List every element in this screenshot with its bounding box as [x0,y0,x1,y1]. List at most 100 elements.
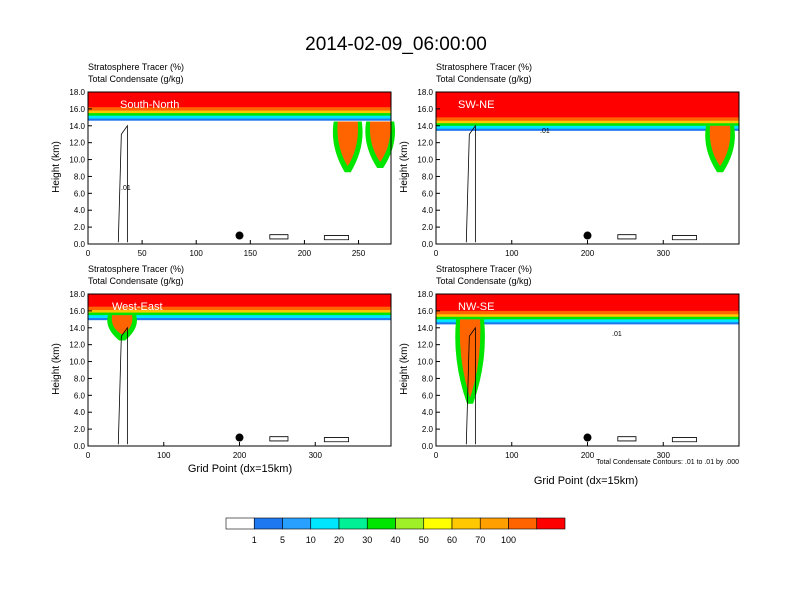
x-tick-label: 50 [138,249,147,258]
tracer-band [436,92,739,118]
colorbar-label: 10 [306,535,316,545]
location-marker [235,231,244,240]
contour-footnote: Total Condensate Contours: .01 to .01 by… [596,459,739,466]
section-label: South-North [120,99,179,111]
section-label: NW-SE [458,301,494,313]
colorbar-swatch [253,517,283,530]
x-tick-label: 300 [309,451,323,460]
y-tick-label: 18.0 [69,88,85,97]
condensate-contour [617,234,637,240]
x-tick-label: 0 [434,451,439,460]
y-axis-label: Height (km) [51,343,62,395]
colorbar-swatch [395,517,425,530]
x-tick-label: 200 [233,451,247,460]
contour-label: .01 [540,128,550,135]
plot-area: 0.0 2.0 4.0 6.0 8.0 10.0 12.0 14.0 16.0 18.0 0 100 2… [417,88,740,258]
y-tick-label: 4.0 [74,206,86,215]
condensate-contour [269,234,289,240]
colorbar-label: 100 [501,535,516,545]
panel-title-tracer: Stratosphere Tracer (%) [88,264,184,274]
condensate-contour [671,437,697,443]
colorbar-label: 40 [390,535,400,545]
x-tick-label: 100 [190,249,204,258]
condensate-contour [117,326,128,445]
y-tick-label: 0.0 [74,442,86,451]
colorbar-label: 20 [334,535,344,545]
y-tick-label: 8.0 [422,374,434,383]
x-axis-label: Grid Point (dx=15km) [188,463,292,475]
y-tick-label: 6.0 [74,391,86,400]
y-tick-label: 18.0 [417,290,433,299]
colorbar-swatch [282,517,312,530]
y-tick-label: 10.0 [417,156,433,165]
y-axis-label: Height (km) [399,141,410,193]
y-tick-label: 8.0 [74,172,86,181]
y-tick-label: 4.0 [422,408,434,417]
y-tick-label: 14.0 [417,122,433,131]
panel-sw-ne: Stratosphere Tracer (%) Total Condensate… [399,62,740,258]
x-tick-label: 0 [86,249,91,258]
y-tick-label: 10.0 [417,358,433,367]
tracer-intrusion-core [337,121,358,167]
y-tick-label: 12.0 [69,139,85,148]
x-tick-label: 100 [157,451,171,460]
condensate-contour [269,436,289,442]
colorbar-swatch [508,517,538,530]
colorbar-label: 70 [475,535,485,545]
condensate-contour [117,124,128,243]
y-tick-label: 6.0 [74,189,86,198]
y-tick-label: 2.0 [74,425,86,434]
colorbar-swatch [338,517,368,530]
y-tick-label: 10.0 [69,358,85,367]
panel-title-condensate: Total Condensate (g/kg) [436,74,532,84]
y-tick-label: 14.0 [69,324,85,333]
condensate-contour [465,326,476,445]
contour-label: .01 [612,331,622,338]
x-tick-label: 250 [352,249,366,258]
x-tick-label: 300 [657,451,671,460]
colorbar-label: 5 [280,535,285,545]
colorbar-swatch [479,517,509,530]
location-marker [583,231,592,240]
condensate-contour [671,235,697,241]
y-tick-label: 16.0 [69,105,85,114]
y-tick-label: 18.0 [69,290,85,299]
tracer-intrusion-core [709,125,731,167]
colorbar-label: 50 [419,535,429,545]
location-marker [235,433,244,442]
tracer-intrusion-core [369,121,391,162]
section-label: SW-NE [458,99,494,111]
panel-title-tracer: Stratosphere Tracer (%) [436,264,532,274]
y-tick-label: 14.0 [69,122,85,131]
y-tick-label: 12.0 [417,139,433,148]
y-axis-label: Height (km) [399,343,410,395]
colorbar-swatch [451,517,481,530]
y-tick-label: 8.0 [74,374,86,383]
colorbar-swatch [310,517,340,530]
x-tick-label: 200 [581,249,595,258]
panel-title-condensate: Total Condensate (g/kg) [436,276,532,286]
x-tick-label: 200 [581,451,595,460]
y-tick-label: 12.0 [69,341,85,350]
tracer-band [88,92,391,108]
panel-title-condensate: Total Condensate (g/kg) [88,74,184,84]
condensate-contour [323,235,349,241]
condensate-contour [617,436,637,442]
plot-frame [87,91,392,245]
y-tick-label: 4.0 [74,408,86,417]
colorbar-swatch [366,517,396,530]
condensate-contour [465,124,476,243]
y-tick-label: 16.0 [417,307,433,316]
plot-area: 0.0 2.0 4.0 6.0 8.0 10.0 12.0 14.0 16.0 18.0 0 100 2… [69,290,392,460]
x-tick-label: 0 [434,249,439,258]
colorbar-swatch [225,517,255,530]
plot-area: 0.0 2.0 4.0 6.0 8.0 10.0 12.0 14.0 16.0 18.0 0 50 10… [69,88,396,258]
y-tick-label: 10.0 [69,156,85,165]
colorbar-swatch [536,517,566,530]
x-tick-label: 0 [86,451,91,460]
panel-south-north: Stratosphere Tracer (%) Total Condensate… [51,62,396,258]
panel-title-tracer: Stratosphere Tracer (%) [88,62,184,72]
panel-nw-se: Stratosphere Tracer (%) Total Condensate… [399,264,740,487]
panel-title-condensate: Total Condensate (g/kg) [88,276,184,286]
